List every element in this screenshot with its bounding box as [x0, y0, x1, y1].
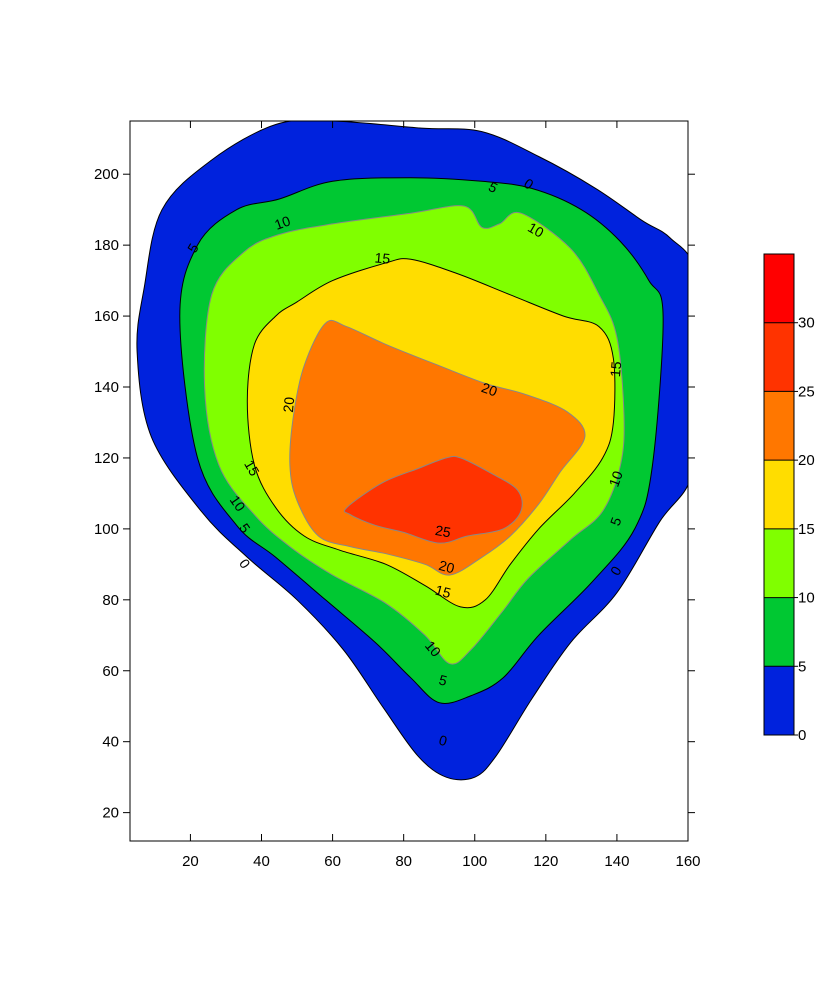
x-tick-label: 40 — [253, 853, 270, 870]
x-tick-label: 100 — [462, 853, 487, 870]
colorbar-band-25 — [764, 322, 794, 392]
colorbar-band-20 — [764, 391, 794, 461]
contour-region-25 — [343, 455, 523, 544]
y-tick-label: 180 — [94, 237, 119, 254]
y-tick-label: 200 — [94, 166, 119, 183]
contour-label: 0 — [236, 556, 254, 572]
colorbar-band-10 — [764, 528, 794, 598]
y-tick-label: 100 — [94, 521, 119, 538]
y-tick-label: 20 — [102, 805, 119, 822]
colorbar-tick-label: 15 — [798, 521, 815, 538]
contour-label: 20 — [437, 557, 456, 577]
contour-label: 10 — [606, 469, 626, 489]
y-tick-label: 140 — [94, 379, 119, 396]
contour-label: 25 — [434, 522, 452, 540]
x-tick-label: 60 — [324, 853, 341, 870]
colorbar-band-15 — [764, 460, 794, 529]
contour-label: 5 — [437, 671, 449, 689]
colorbar-tick-label: 0 — [798, 727, 806, 744]
plot-frame — [129, 120, 689, 842]
x-tick-label: 160 — [675, 853, 700, 870]
y-tick-label: 60 — [102, 663, 119, 680]
colorbar: 0 5 10 15 20 25 30 — [763, 253, 815, 744]
contour-label: 15 — [374, 249, 391, 266]
contour-label: 20 — [479, 379, 499, 399]
x-tick-label: 80 — [395, 853, 412, 870]
colorbar-tick-label: 30 — [798, 315, 815, 332]
colorbar-tick-label: 10 — [798, 590, 815, 607]
contour-regions — [136, 121, 688, 781]
contour-label: 20 — [280, 396, 297, 413]
contour-label: 15 — [434, 582, 453, 602]
contour-label: 0 — [437, 732, 449, 750]
colorbar-band-30 — [764, 254, 794, 323]
x-tick-label: 120 — [533, 853, 558, 870]
x-axis: 20 40 60 80 100 120 140 160 — [182, 121, 701, 870]
y-tick-label: 160 — [94, 308, 119, 325]
y-tick-label: 80 — [102, 592, 119, 609]
colorbar-band-0 — [764, 666, 794, 735]
contour-label: 15 — [607, 360, 624, 377]
colorbar-tick-label: 20 — [798, 452, 815, 469]
colorbar-band-5 — [764, 597, 794, 667]
colorbar-frame — [763, 253, 795, 736]
contour-label: 15 — [241, 457, 263, 479]
y-tick-label: 40 — [102, 734, 119, 751]
x-tick-label: 20 — [182, 853, 199, 870]
contour-label: 10 — [525, 219, 547, 241]
colorbar-tick-label: 25 — [798, 383, 815, 400]
contour-label: 10 — [272, 212, 292, 232]
y-tick-label: 120 — [94, 450, 119, 467]
colorbar-tick-label: 5 — [798, 658, 806, 675]
x-tick-label: 140 — [604, 853, 629, 870]
